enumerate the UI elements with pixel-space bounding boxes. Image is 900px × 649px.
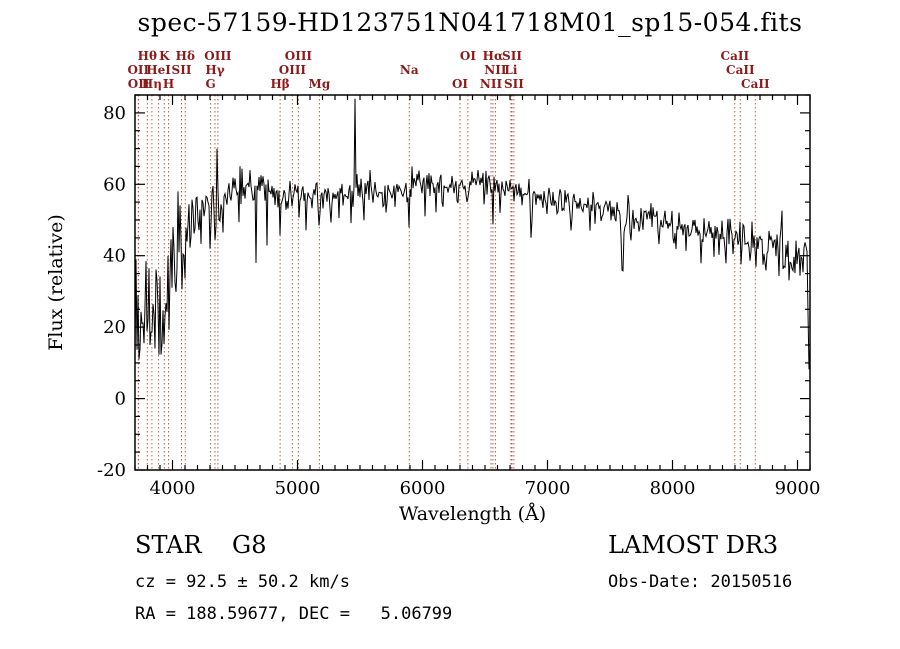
spectral-line-label: Mg	[309, 77, 331, 91]
x-tick-label: 4000	[150, 478, 196, 499]
spectral-line-label: Hδ	[176, 49, 195, 63]
spectral-line-label: SII	[172, 63, 192, 77]
spectral-line-label: NII	[480, 77, 503, 91]
x-tick-label: 6000	[400, 478, 446, 499]
spectral-line-label: Na	[400, 63, 419, 77]
plot-title: spec-57159-HD123751N041718M01_sp15-054.f…	[137, 8, 803, 37]
plot-frame	[134, 94, 811, 471]
spectral-line-label: Hη	[142, 77, 162, 91]
y-tick-label: 60	[103, 174, 126, 195]
y-tick-label: 0	[115, 389, 126, 410]
spectral-line-label: OI	[460, 49, 476, 63]
spectral-line-label: OIII	[204, 49, 232, 63]
spectrum-line	[134, 98, 811, 370]
spectral-line-label: HeI	[146, 63, 171, 77]
spectral-line-label: SII	[504, 77, 524, 91]
spectral-line-label: OI	[452, 77, 468, 91]
y-tick-label: 80	[103, 103, 126, 124]
survey-label: LAMOST DR3	[608, 531, 779, 559]
spectral-line-label: CaII	[741, 77, 770, 91]
y-tick-label: -20	[97, 460, 126, 481]
cz-value: cz = 92.5 ± 50.2 km/s	[135, 572, 350, 592]
x-tick-label: 9000	[775, 478, 821, 499]
y-axis-label: Flux (relative)	[45, 214, 67, 351]
spectral-line-label: OIII	[285, 49, 313, 63]
spectral-line-label: H	[163, 77, 174, 91]
spectral-line-label: Hβ	[270, 77, 289, 91]
ra-dec-value: RA = 188.59677, DEC = 5.06799	[135, 604, 453, 624]
spectral-line-label: Li	[504, 63, 517, 77]
object-class-label: STAR G8	[135, 531, 267, 559]
y-tick-label: 20	[103, 317, 126, 338]
y-tick-label: 40	[103, 246, 126, 267]
spectral-line-label: Hγ	[205, 63, 224, 77]
spectral-line-label: CaII	[721, 49, 750, 63]
x-tick-label: 5000	[275, 478, 321, 499]
spectral-line-label: CaII	[726, 63, 755, 77]
spectral-line-label: SII	[502, 49, 522, 63]
spectral-line-label: K	[159, 49, 170, 63]
obs-date-value: Obs-Date: 20150516	[608, 572, 793, 592]
spectral-line-label: Hθ	[138, 49, 157, 63]
spectral-line-label: OII	[127, 63, 149, 77]
spectral-line-label: OII	[128, 77, 150, 91]
x-tick-label: 7000	[525, 478, 571, 499]
x-axis-label: Wavelength (Å)	[399, 503, 546, 525]
spectral-line-label: Hα	[483, 49, 504, 63]
x-tick-label: 8000	[650, 478, 696, 499]
spectral-line-label: OIII	[279, 63, 307, 77]
spectral-line-label: NII	[484, 63, 507, 77]
spectral-line-label: G	[205, 77, 215, 91]
